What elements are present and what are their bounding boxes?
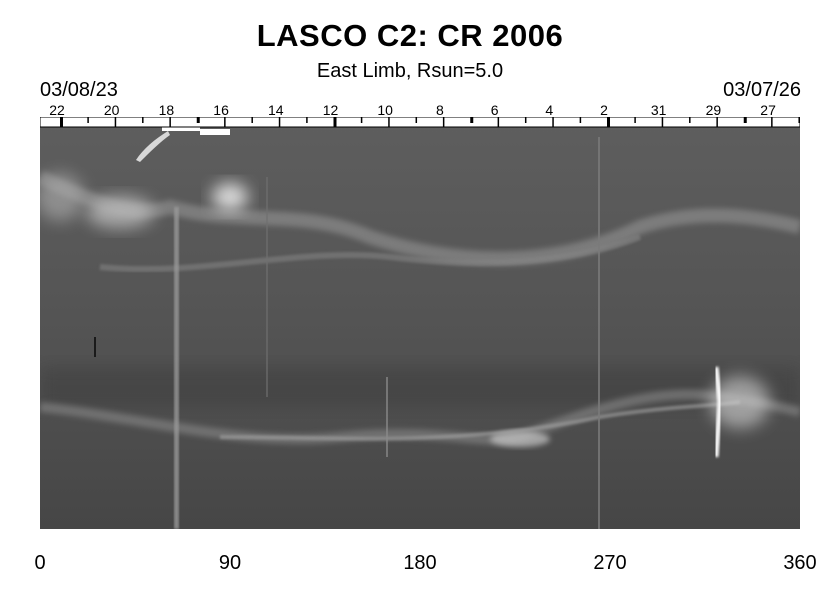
end-date-label: 03/07/26 [723, 79, 801, 101]
day-label: 14 [268, 102, 284, 118]
day-label: 10 [377, 102, 393, 118]
day-tick [497, 117, 500, 127]
day-label: 20 [103, 102, 120, 118]
day-tick [60, 117, 63, 127]
chart-subtitle: East Limb, Rsun=5.0 [316, 60, 504, 82]
day-tick [224, 117, 226, 127]
day-tick [333, 117, 337, 127]
day-tick [142, 117, 144, 123]
day-tick [524, 117, 527, 123]
day-tick [114, 117, 117, 127]
day-label: 6 [490, 102, 499, 118]
day-tick [306, 117, 308, 123]
day-tick [634, 117, 636, 123]
x-tick-label: 270 [593, 552, 627, 574]
day-tick [661, 117, 664, 127]
day-tick [607, 117, 610, 127]
x-tick-label: 360 [783, 552, 817, 574]
day-label: 8 [435, 102, 444, 118]
day-tick [743, 117, 747, 123]
day-label: 29 [705, 102, 722, 118]
day-tick [169, 117, 171, 127]
day-tick [798, 117, 800, 123]
day-tick [470, 117, 474, 123]
day-label: 2 [600, 102, 608, 118]
day-tick [278, 117, 281, 127]
x-tick-label: 0 [34, 552, 46, 574]
synoptic-map-image [40, 117, 800, 529]
day-label: 4 [545, 102, 554, 118]
day-tick-bar [40, 117, 800, 128]
day-label: 27 [760, 102, 776, 118]
day-tick [360, 117, 363, 123]
day-tick [771, 117, 773, 127]
day-tick [415, 117, 418, 123]
day-label: 22 [49, 102, 65, 118]
day-tick [716, 117, 718, 127]
day-label: 18 [158, 102, 175, 118]
day-tick [552, 117, 554, 127]
day-label: 12 [322, 102, 339, 118]
day-tick [388, 117, 390, 127]
day-tick [196, 117, 200, 123]
day-tick [87, 117, 89, 123]
day-tick [689, 117, 691, 123]
day-tick [251, 117, 253, 123]
chart-title: LASCO C2: CR 2006 [256, 18, 564, 53]
x-tick-label: 90 [218, 552, 242, 574]
start-date-label: 03/08/23 [40, 79, 118, 101]
day-tick [579, 117, 582, 123]
day-label: 16 [213, 102, 229, 118]
day-tick [442, 117, 445, 127]
x-tick-label: 180 [403, 552, 437, 574]
day-label: 31 [650, 102, 667, 118]
